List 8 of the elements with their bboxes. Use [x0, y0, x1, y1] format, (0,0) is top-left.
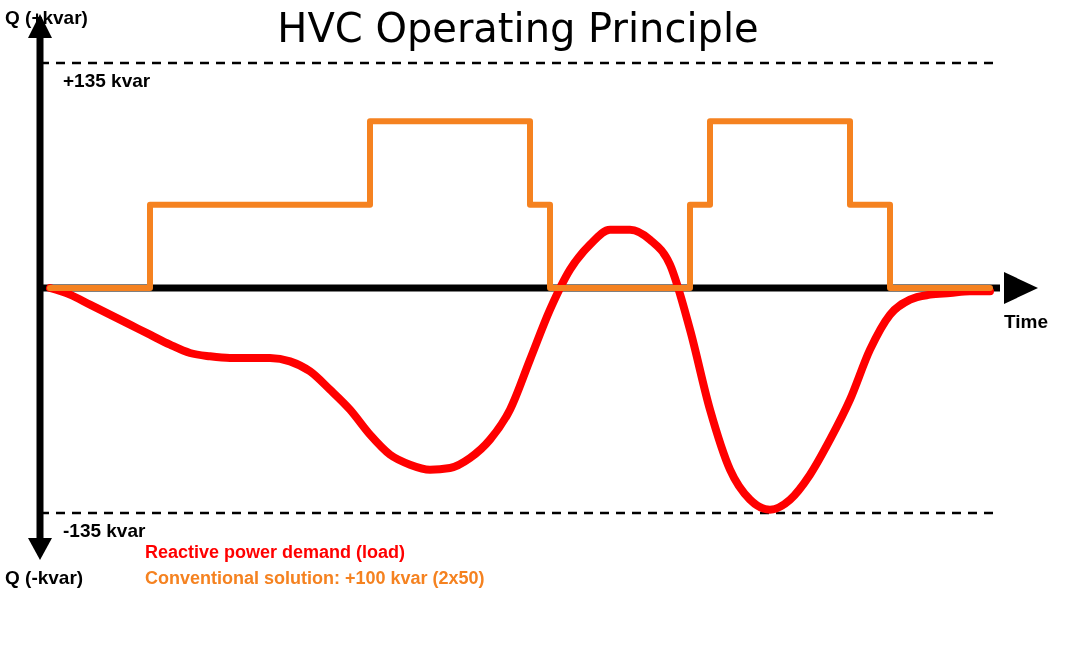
text: Q (-kvar) — [5, 567, 84, 588]
chart-title: HVC Operating Principle — [277, 5, 759, 51]
y-tick-label: +135 kvar — [63, 70, 151, 91]
x-axis-title: Time — [1004, 311, 1049, 332]
text: Reactive power demand (load) — [145, 542, 406, 562]
text: Conventional solution: +100 kvar (2x50) — [145, 568, 485, 588]
y-tick-label: -135 kvar — [63, 520, 147, 541]
y-axis-title: Q (+kvar) — [5, 7, 88, 28]
